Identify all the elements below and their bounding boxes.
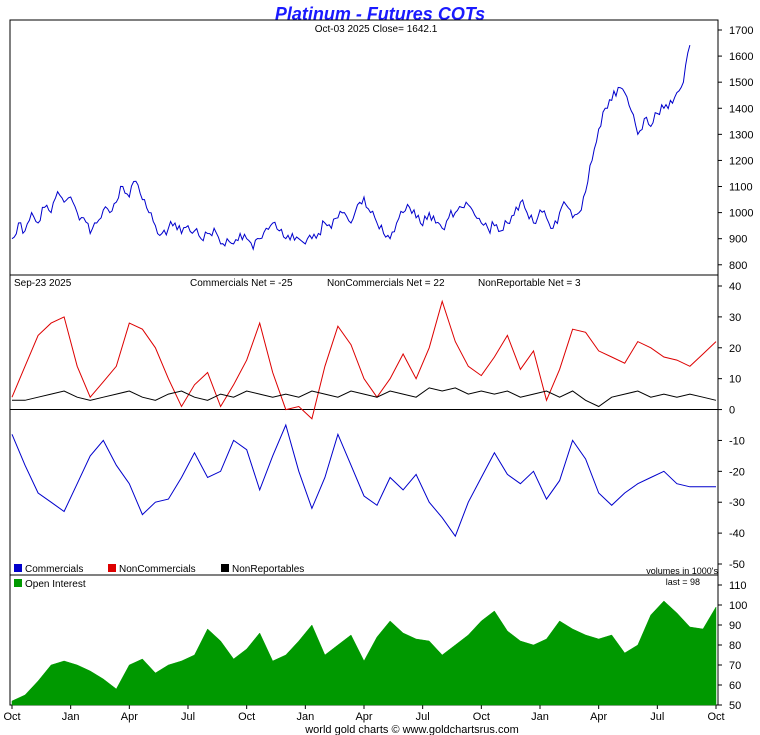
y-tick-label: 1300 — [729, 129, 753, 141]
panel2-date: Sep-23 2025 — [14, 278, 72, 289]
y-tick-label: -10 — [729, 435, 745, 447]
legend-swatch — [14, 579, 22, 587]
legend-swatch — [221, 564, 229, 572]
x-tick-label: Jan — [531, 711, 549, 723]
x-tick-label: Oct — [707, 711, 724, 723]
legend-swatch — [14, 564, 22, 572]
y-tick-label: 10 — [729, 374, 741, 386]
x-tick-label: Apr — [590, 711, 607, 723]
y-tick-label: 1700 — [729, 25, 753, 37]
x-tick-label: Jul — [181, 711, 195, 723]
oi-last: last = 98 — [666, 577, 700, 587]
commercials-line — [11, 423, 716, 538]
y-tick-label: 1400 — [729, 103, 753, 115]
noncommercials-net: NonCommercials Net = 22 — [327, 278, 445, 289]
legend-label: Open Interest — [25, 579, 86, 590]
y-tick-label: 100 — [729, 600, 747, 612]
footer: world gold charts © www.goldchartsrus.co… — [304, 724, 519, 735]
legend-label: Commercials — [25, 564, 83, 575]
y-tick-label: 50 — [729, 700, 741, 712]
x-tick-label: Oct — [238, 711, 255, 723]
x-tick-label: Oct — [473, 711, 490, 723]
legend-label: NonReportables — [232, 564, 304, 575]
y-tick-label: 900 — [729, 234, 747, 246]
y-tick-label: 110 — [729, 580, 747, 592]
x-tick-label: Jul — [416, 711, 430, 723]
y-tick-label: 40 — [729, 281, 741, 293]
y-tick-label: 30 — [729, 312, 741, 324]
y-tick-label: 80 — [729, 640, 741, 652]
y-tick-label: 1000 — [729, 208, 753, 220]
panel-frame-1 — [9, 19, 719, 276]
chart-subtitle: Oct-03 2025 Close= 1642.1 — [315, 24, 438, 35]
legend-swatch — [108, 564, 116, 572]
y-tick-label: 60 — [729, 680, 741, 692]
y-tick-label: 800 — [729, 260, 747, 272]
y-tick-label: 20 — [729, 343, 741, 355]
x-tick-label: Apr — [121, 711, 138, 723]
open-interest-area — [11, 600, 717, 706]
x-tick-label: Jan — [62, 711, 80, 723]
x-tick-label: Jan — [296, 711, 314, 723]
nonreportable-net: NonReportable Net = 3 — [478, 278, 581, 289]
y-tick-label: 1100 — [729, 182, 753, 194]
y-tick-label: -50 — [729, 559, 745, 571]
x-tick-label: Apr — [355, 711, 372, 723]
noncommercials-line — [11, 299, 717, 420]
y-tick-label: -20 — [729, 466, 745, 478]
y-tick-label: 1500 — [729, 77, 753, 89]
price-line — [11, 44, 691, 251]
volumes-note: volumes in 1000's — [646, 566, 718, 576]
y-tick-label: 90 — [729, 620, 741, 632]
y-tick-label: -30 — [729, 497, 745, 509]
y-tick-label: -40 — [729, 528, 745, 540]
legend-label: NonCommercials — [119, 564, 196, 575]
chart-title: Platinum - Futures COTs — [275, 4, 485, 24]
x-tick-label: Jul — [650, 711, 664, 723]
nonreportables-line — [12, 387, 717, 408]
y-tick-label: 1600 — [729, 51, 753, 63]
y-tick-label: 1200 — [729, 155, 753, 167]
panel-frame-2 — [9, 274, 719, 576]
x-tick-label: Oct — [3, 711, 20, 723]
commercials-net: Commercials Net = -25 — [190, 278, 293, 289]
y-tick-label: 0 — [729, 405, 735, 417]
y-tick-label: 70 — [729, 660, 741, 672]
